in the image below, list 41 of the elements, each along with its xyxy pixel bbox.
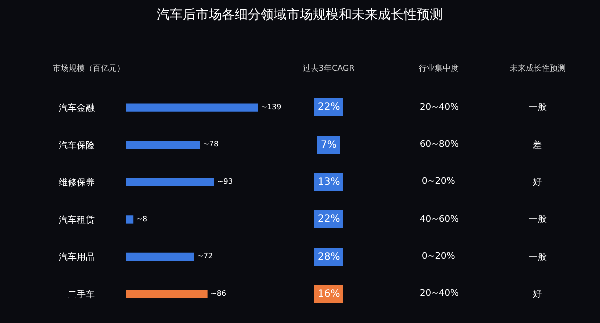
data-label: ~86 <box>210 288 227 298</box>
data-label: ~93 <box>217 177 234 186</box>
text: 未来成长性预测 <box>510 64 566 73</box>
bar <box>126 216 134 224</box>
y-tick-label: 维修保养 <box>59 178 95 189</box>
text: 13% <box>318 177 340 188</box>
bar <box>126 290 208 298</box>
bar <box>126 141 200 150</box>
text: 行业集中度 <box>419 64 459 73</box>
text: 40~60% <box>420 215 460 225</box>
data-label: ~8 <box>136 214 148 224</box>
y-tick-label: 汽车租赁 <box>59 214 95 226</box>
text: 一般 <box>529 214 547 225</box>
text: 28% <box>318 252 340 263</box>
y-tick-label: 汽车用品 <box>59 252 95 264</box>
text: 0~20% <box>422 177 456 187</box>
bar <box>126 104 258 112</box>
text: 20~40% <box>420 289 460 299</box>
x-axis-title: 市场规模（百亿元） <box>53 64 125 73</box>
y-tick-label: 二手车 <box>68 290 95 300</box>
text: 过去3年CAGR <box>303 64 356 73</box>
text: 一般 <box>529 252 547 263</box>
text: 22% <box>318 102 340 113</box>
y-tick-label: 汽车金融 <box>59 102 95 114</box>
text: 7% <box>321 140 337 151</box>
text: 16% <box>318 289 340 300</box>
text: 一般 <box>529 102 547 113</box>
text: 60~80% <box>420 140 460 150</box>
y-tick-label: 汽车保险 <box>59 140 95 152</box>
text: 22% <box>318 214 340 225</box>
text: 20~40% <box>420 103 460 113</box>
text: 好 <box>533 289 542 300</box>
data-label: ~72 <box>198 252 214 261</box>
text: 汽车后市场各细分领域市场规模和未来成长性预测 <box>157 8 443 23</box>
bar <box>126 252 194 262</box>
text: 差 <box>533 140 542 151</box>
data-label: ~78 <box>203 140 220 149</box>
bar <box>126 178 214 187</box>
data-label: ~139 <box>261 102 282 112</box>
text: 0~20% <box>422 252 456 262</box>
text: 好 <box>533 177 542 188</box>
